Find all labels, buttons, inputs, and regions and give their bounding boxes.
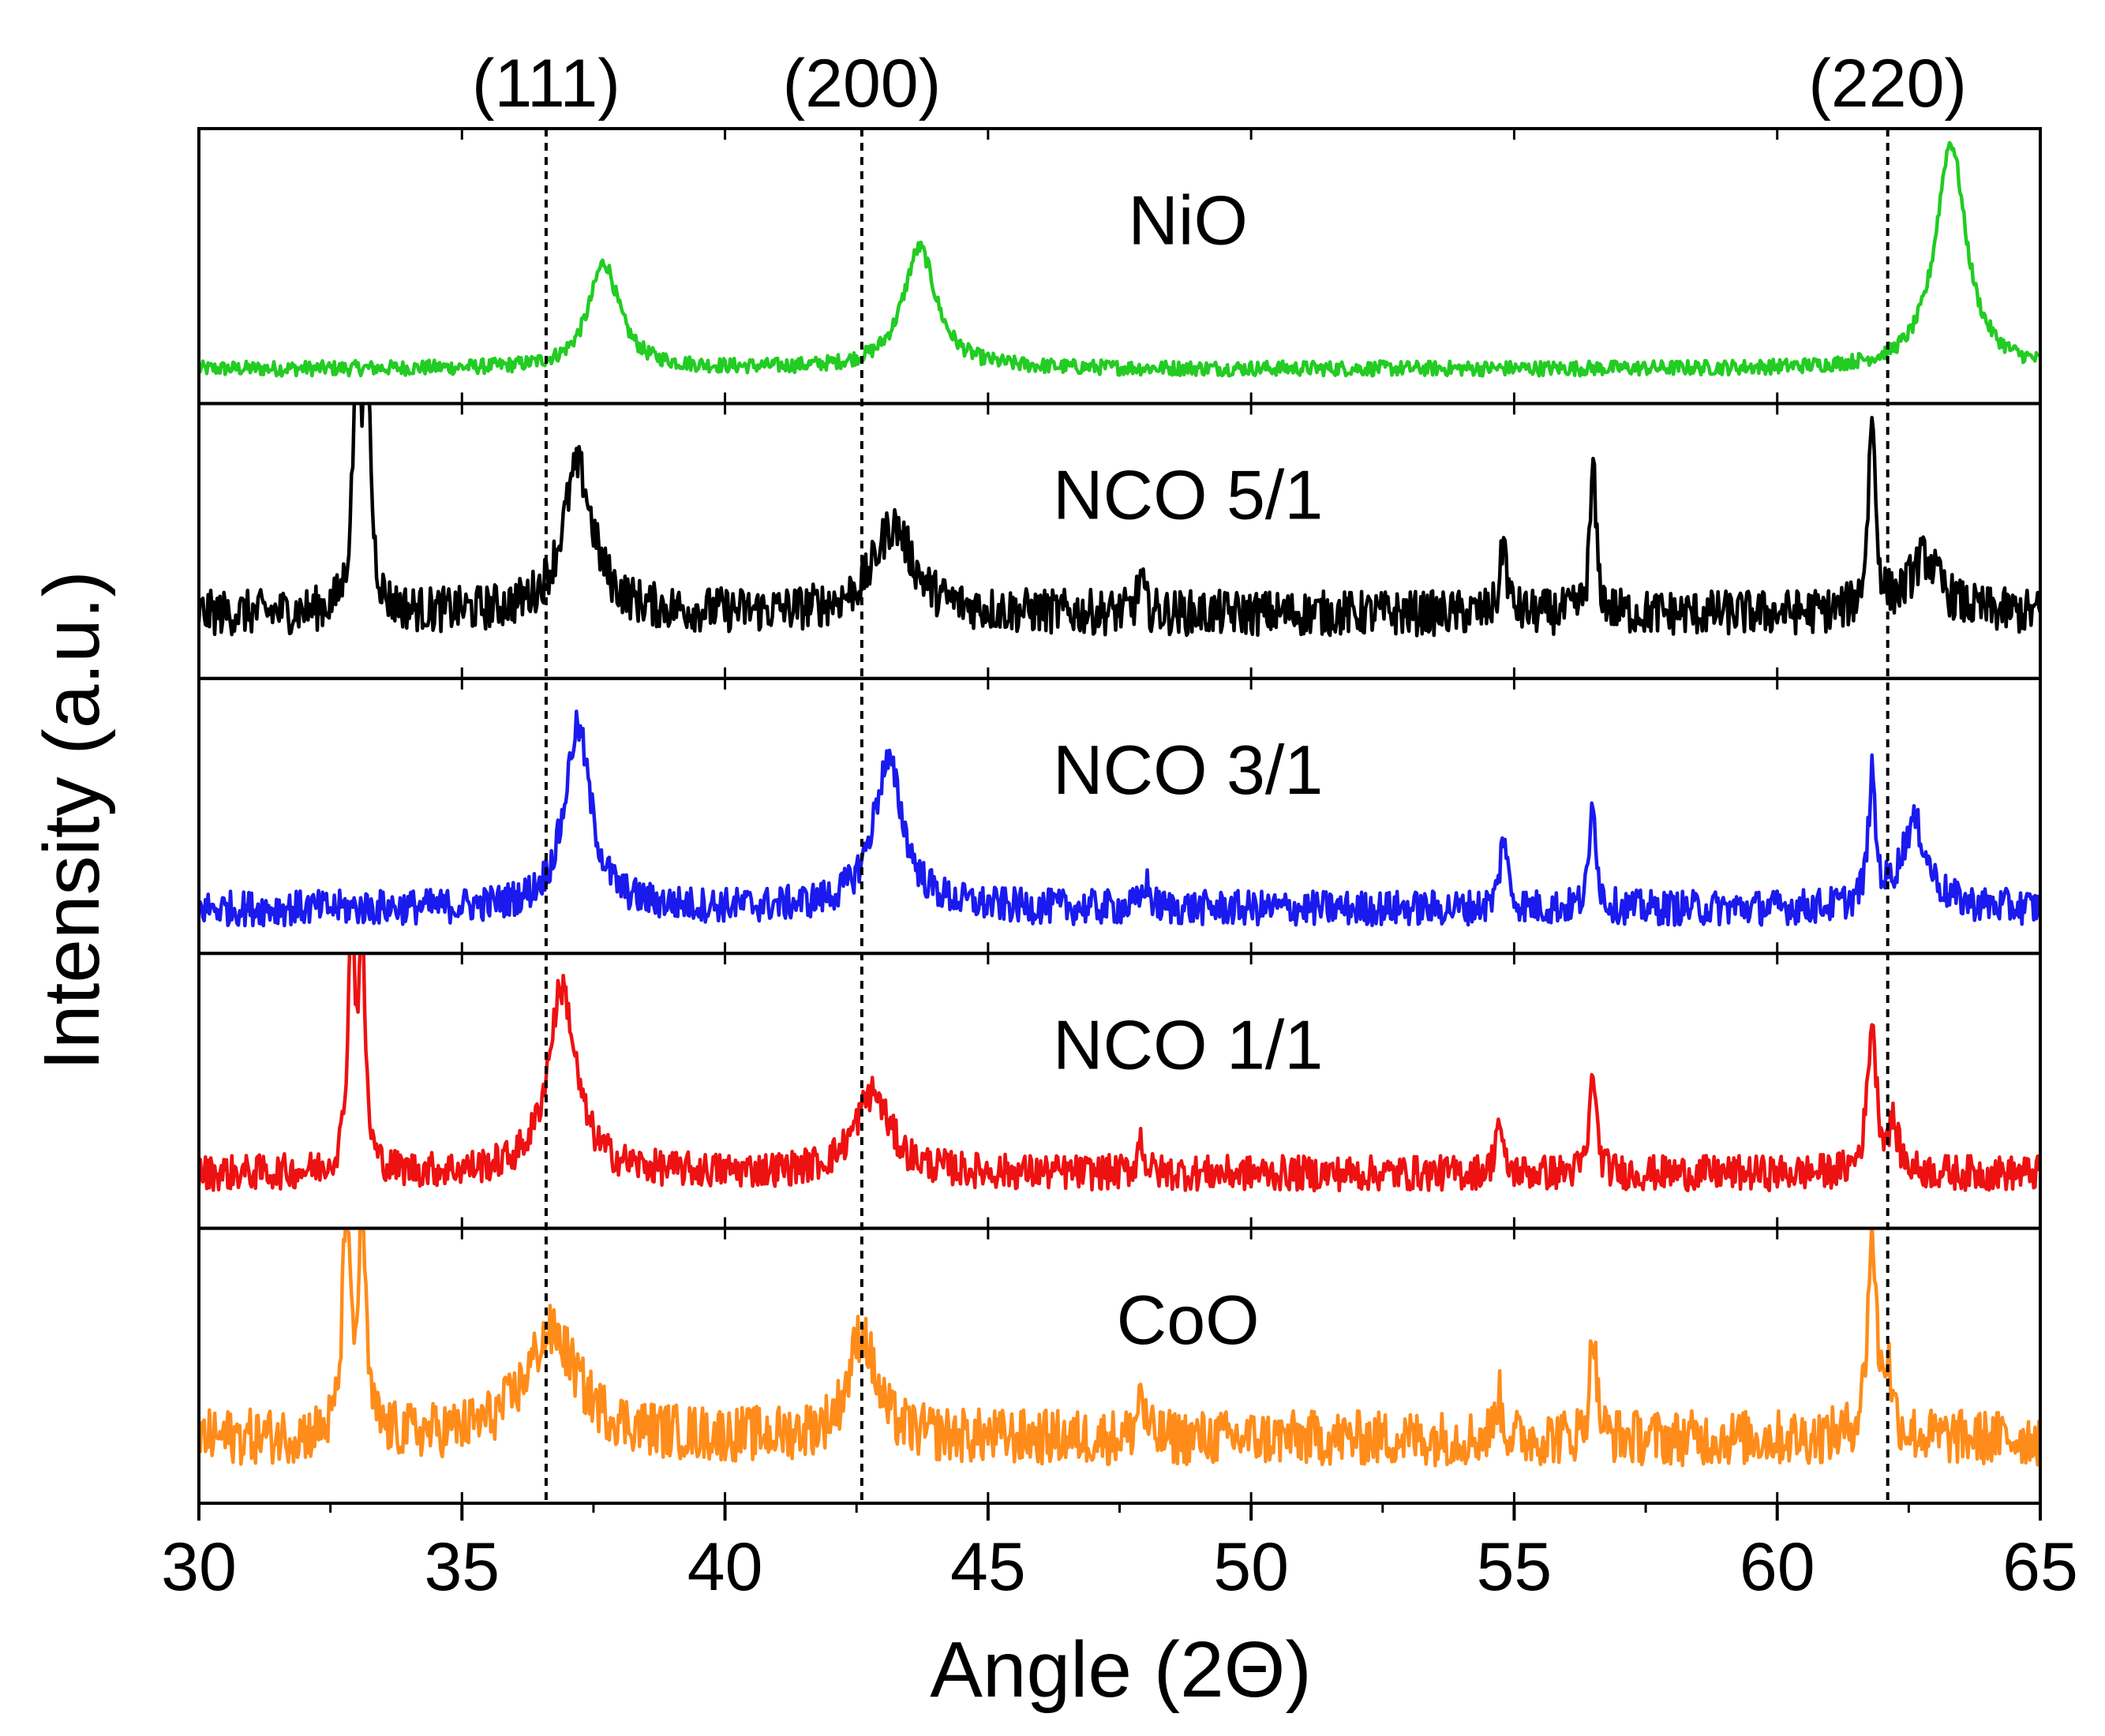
panels-group: NiO NCO 5/1 NCO 3/1 NCO 1/1 CoO (197, 127, 2042, 1505)
panel-frame (197, 1226, 2042, 1505)
x-axis-title: Angle (2Θ) (930, 1626, 1312, 1714)
reference-label: (220) (1808, 46, 1967, 122)
panel-coo: CoO (197, 1226, 2042, 1505)
panel-nco-3-1: NCO 3/1 (197, 676, 2042, 956)
x-tick-label: 35 (424, 1529, 500, 1605)
reference-label: (111) (472, 46, 620, 122)
x-tick-label: 55 (1477, 1529, 1553, 1605)
series-label: NCO 3/1 (1053, 731, 1323, 809)
reference-lines-group (544, 129, 1890, 1503)
panel-nco-1-1: NCO 1/1 (197, 952, 2042, 1230)
reference-label: (200) (782, 46, 941, 122)
trace-nco-5-1 (199, 403, 2040, 638)
trace-nco-1-1 (199, 953, 2040, 1193)
panel-frame (197, 402, 2042, 680)
x-tick-label: 50 (1213, 1529, 1289, 1605)
series-label: NCO 5/1 (1053, 456, 1323, 534)
x-axis-ticks (197, 1503, 2042, 1521)
trace-nco-3-1 (199, 709, 2040, 928)
series-label: CoO (1117, 1281, 1260, 1359)
series-label: NCO 1/1 (1053, 1006, 1323, 1084)
series-label: NiO (1128, 181, 1248, 259)
x-tick-label: 40 (687, 1529, 763, 1605)
x-tick-label: 60 (1740, 1529, 1815, 1605)
reference-labels-group: (111) (200) (220) (472, 46, 1967, 122)
x-tick-label: 45 (950, 1529, 1026, 1605)
trace-nio (199, 140, 2040, 378)
x-axis-tick-labels: 30 35 40 45 50 55 60 65 (161, 1529, 2078, 1605)
panel-nco-5-1: NCO 5/1 (197, 402, 2042, 680)
x-tick-label: 65 (2002, 1529, 2078, 1605)
trace-coo (199, 1228, 2040, 1468)
panel-nio: NiO (197, 127, 2042, 406)
x-tick-label: 30 (161, 1529, 237, 1605)
y-axis-title: Intensity (a.u.) (28, 571, 116, 1071)
